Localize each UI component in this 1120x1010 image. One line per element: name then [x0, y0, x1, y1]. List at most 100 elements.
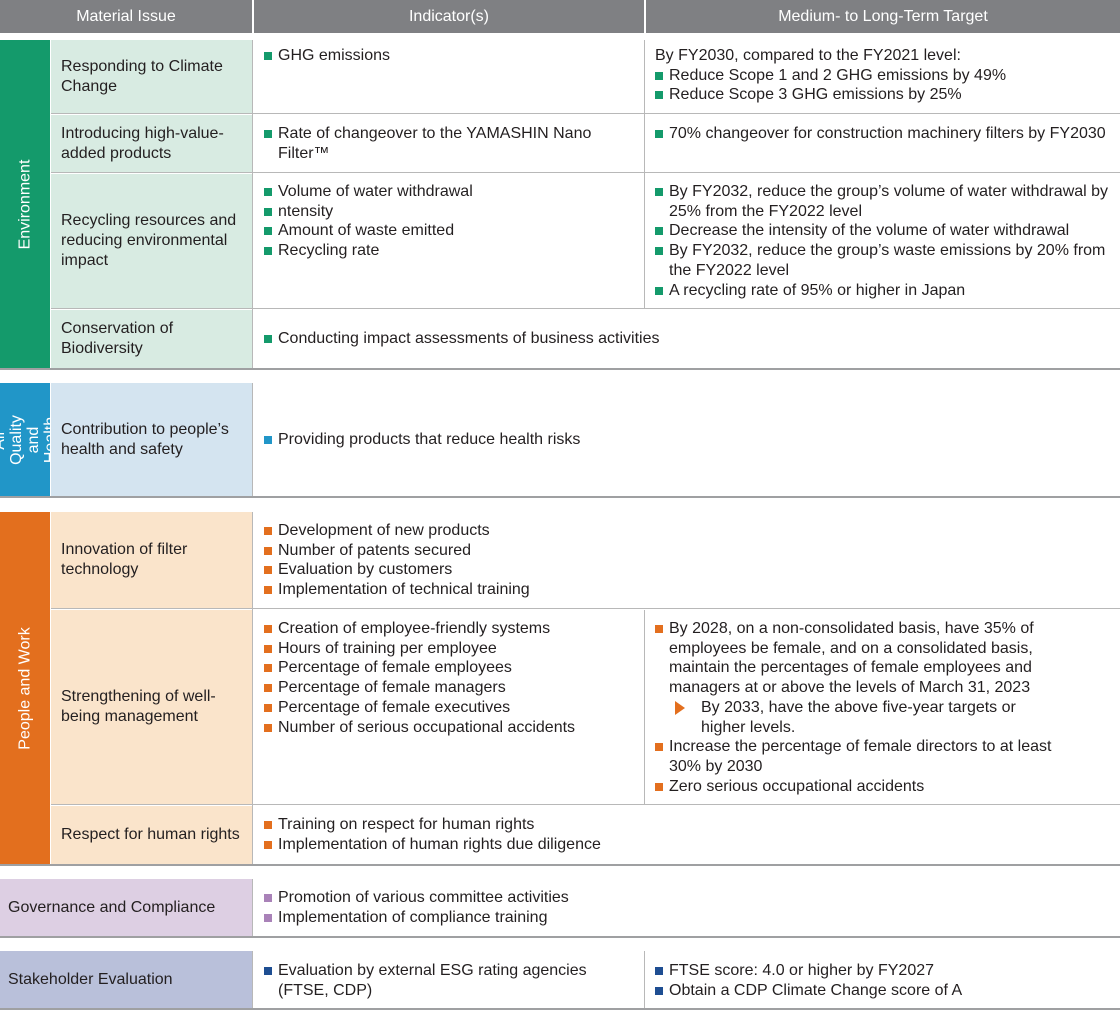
indicator-text: Implementation of compliance training [278, 908, 548, 926]
bullet-square-icon [264, 894, 272, 902]
category-people-label: People and Work [16, 626, 34, 750]
bullet-square-icon [264, 664, 272, 673]
issue-governance: Governance and Compliance [0, 879, 252, 936]
bullet-square-icon [264, 586, 272, 595]
indicators-governance: Promotion of various committee activitie… [254, 888, 1114, 927]
issue-highvalue-label: Introducing high-value-added products [61, 124, 224, 162]
bullet-square-icon [264, 436, 272, 444]
target-text: Obtain a CDP Climate Change score of A [669, 981, 963, 999]
indicator-text: Creation of employee-friendly systems [278, 620, 551, 637]
bullet-square-icon [655, 286, 663, 295]
list-item: Implementation of compliance training [264, 908, 1114, 928]
list-item: FTSE score: 4.0 or higher by FY2027 [655, 961, 1115, 981]
bullet-square-icon [264, 52, 272, 60]
bullet-square-icon [264, 247, 272, 256]
indicator-text: Percentage of female employees [278, 659, 512, 677]
bullet-square-icon [264, 130, 272, 138]
bullet-square-icon [264, 684, 272, 693]
list-item: Zero serious occupational accidents [655, 777, 1085, 797]
issue-governance-label: Governance and Compliance [8, 898, 216, 916]
list-item: Providing products that reduce health ri… [264, 430, 1114, 450]
column-divider [252, 383, 253, 496]
bullet-square-icon [264, 703, 272, 712]
issue-recycling-label: Recycling resources and reducing environ… [61, 212, 237, 269]
targets-highvalue: 70% changeover for construction machiner… [645, 124, 1115, 144]
list-item: A recycling rate of 95% or higher in Jap… [655, 281, 1120, 301]
bullet-square-icon [264, 840, 272, 849]
section-divider [0, 368, 1120, 370]
target-text: Decrease the intensity of the volume of … [669, 222, 1070, 240]
list-item: Hours of training per employee [264, 639, 644, 659]
bullet-square-icon [655, 227, 663, 236]
indicator-text: Promotion of various committee activitie… [278, 889, 569, 906]
bullet-square-icon [655, 247, 663, 256]
indicator-text: Training on respect for human rights [278, 816, 535, 833]
targets-recycling: By FY2032, reduce the group’s volume of … [645, 182, 1120, 300]
list-item: Rate of changeover to the YAMASHIN Nano … [264, 124, 634, 163]
header-target: Medium- to Long-Term Target [646, 0, 1120, 33]
list-item: Number of patents secured [264, 541, 644, 561]
issue-wellbeing-label: Strengthening of well-being management [61, 688, 216, 725]
list-item: ntensity [264, 202, 644, 222]
row-divider [51, 172, 1120, 173]
bullet-square-icon [264, 625, 272, 633]
issue-biodiversity: Conservation of Biodiversity [51, 310, 252, 368]
bullet-square-icon [655, 625, 663, 633]
bullet-square-icon [264, 188, 272, 196]
list-item: Percentage of female employees [264, 658, 644, 678]
list-item: Decrease the intensity of the volume of … [655, 221, 1120, 241]
column-divider [252, 512, 253, 864]
row-divider [51, 804, 1120, 805]
indicator-text: Implementation of technical training [278, 581, 530, 599]
list-item: Percentage of female managers [264, 678, 644, 698]
indicators-stakeholder: Evaluation by external ESG rating agenci… [254, 961, 634, 1000]
indicator-text: Number of serious occupational accidents [278, 718, 576, 736]
target-intro: By FY2030, compared to the FY2021 level: [655, 47, 961, 64]
bullet-square-icon [264, 335, 272, 343]
list-item: Reduce Scope 3 GHG emissions by 25% [655, 85, 1120, 105]
list-item: Conducting impact assessments of busines… [264, 329, 1114, 349]
bullet-square-icon [264, 227, 272, 236]
list-item: Promotion of various committee activitie… [264, 888, 1114, 908]
issue-stakeholder-label: Stakeholder Evaluation [8, 971, 173, 988]
bullet-square-icon [655, 967, 663, 975]
column-divider [644, 40, 645, 308]
target-text: Zero serious occupational accidents [669, 777, 925, 795]
list-item: Evaluation by external ESG rating agenci… [264, 961, 634, 1000]
list-item: Percentage of female executives [264, 698, 644, 718]
section-divider [0, 496, 1120, 498]
column-divider [252, 951, 253, 1008]
target-text: Reduce Scope 3 GHG emissions by 25% [669, 86, 962, 104]
row-divider [51, 113, 1120, 114]
issue-stakeholder: Stakeholder Evaluation [0, 951, 252, 1009]
target-text: FTSE score: 4.0 or higher by FY2027 [669, 962, 935, 979]
category-people-work: People and Work [0, 512, 50, 864]
list-item: Number of serious occupational accidents [264, 718, 644, 738]
indicator-text: Rate of changeover to the YAMASHIN Nano … [278, 125, 592, 162]
indicator-text: Percentage of female managers [278, 679, 506, 697]
list-item: Implementation of technical training [264, 580, 644, 600]
issue-health-label: Contribution to people’s health and safe… [61, 420, 229, 458]
indicator-text: Number of patents secured [278, 541, 471, 559]
sub-target: By 2033, have the above five-year target… [655, 698, 1055, 737]
bullet-square-icon [264, 546, 272, 555]
bullet-square-icon [264, 821, 272, 829]
bullet-square-icon [264, 207, 272, 216]
indicators-climate: GHG emissions [254, 46, 644, 66]
issue-health: Contribution to people’s health and safe… [51, 383, 252, 496]
issue-innovation: Innovation of filter technology [51, 512, 252, 608]
bullet-square-icon [264, 644, 272, 653]
bullet-square-icon [264, 566, 272, 575]
bullet-square-icon [655, 71, 663, 80]
target-text: By FY2032, reduce the group’s waste emis… [669, 242, 1106, 279]
row-divider [51, 308, 1120, 309]
section-divider [0, 864, 1120, 866]
targets-stakeholder: FTSE score: 4.0 or higher by FY2027 Obta… [645, 961, 1115, 1000]
target-text: Increase the percentage of female direct… [669, 738, 1052, 775]
issue-climate-label: Responding to Climate Change [61, 57, 223, 95]
category-environment-label: Environment [16, 159, 34, 249]
indicators-wellbeing: Creation of employee-friendly systems Ho… [254, 619, 644, 737]
column-divider [252, 40, 253, 368]
list-item: 70% changeover for construction machiner… [655, 124, 1115, 144]
indicators-biodiversity: Conducting impact assessments of busines… [254, 329, 1114, 349]
